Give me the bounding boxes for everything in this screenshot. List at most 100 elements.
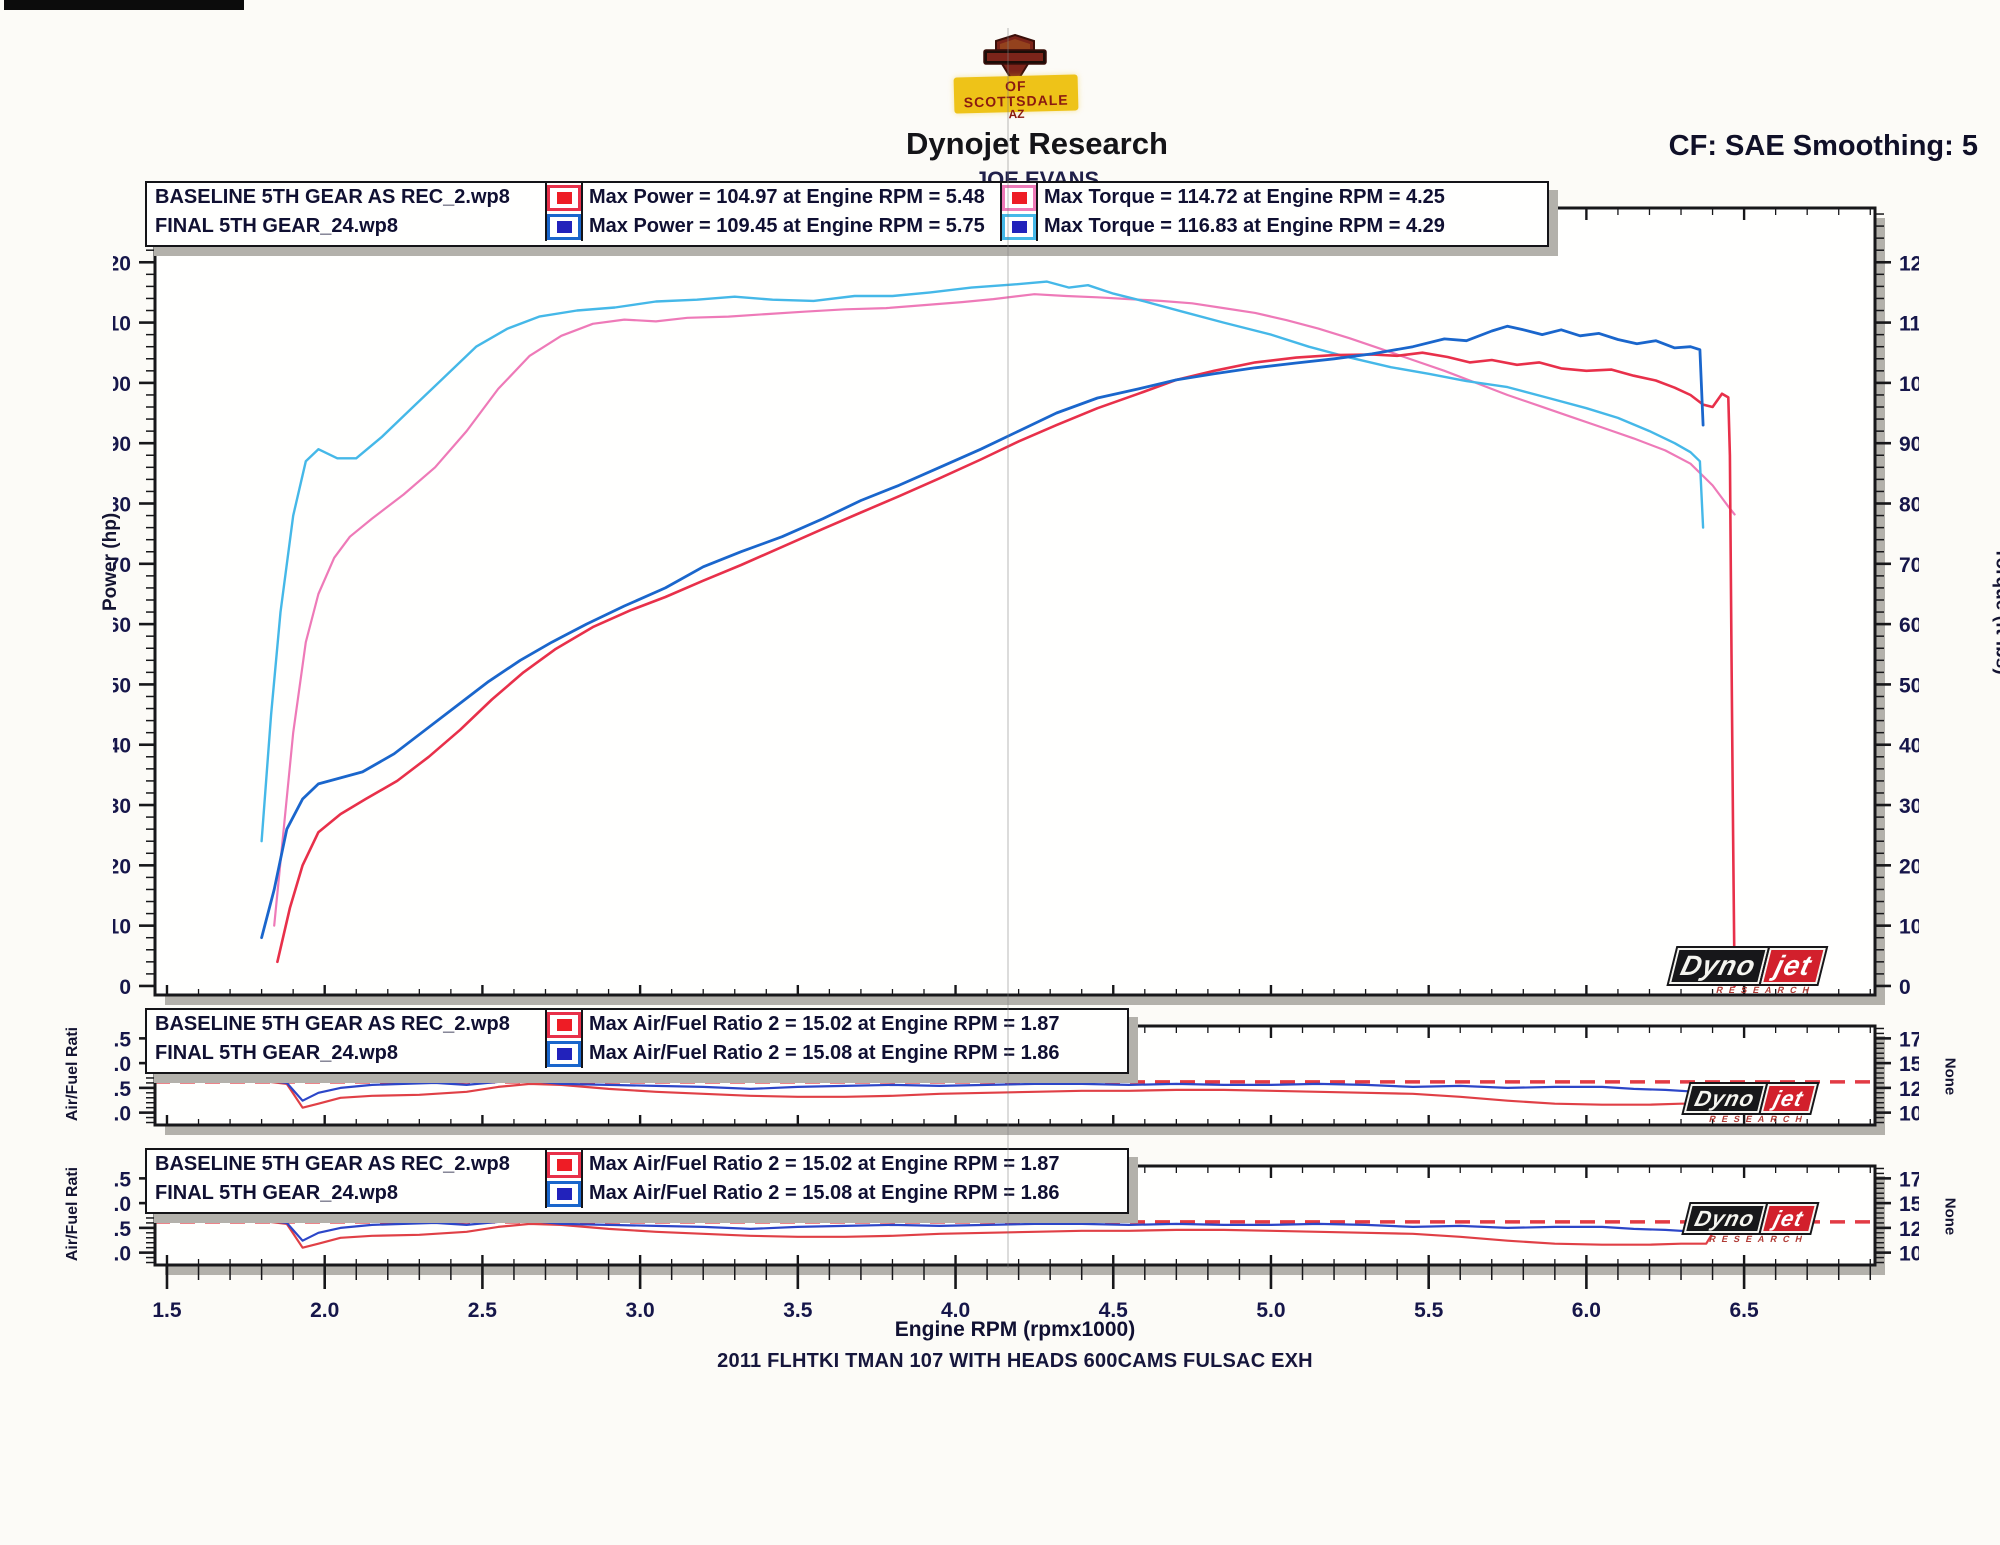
y-tick-label-right: 120 — [1899, 252, 1919, 275]
legend-run-name: BASELINE 5TH GEAR AS REC_2.wp8 — [155, 1153, 510, 1175]
swatch-icon — [547, 1011, 581, 1038]
series-group — [260, 1218, 1730, 1249]
y-tick-label-right: 60 — [1899, 614, 1919, 637]
y-tick-label-right: 17.5 — [1899, 1028, 1919, 1051]
x-tick-label: 6.5 — [1729, 1299, 1759, 1322]
dynojet-logo-jet: jet — [1758, 1082, 1819, 1115]
y-tick-label-left: 90 — [113, 433, 131, 456]
series-baseline-afr-2 — [260, 1219, 1721, 1249]
legend-max-afr-baseline: Max Air/Fuel Ratio 2 = 15.02 at Engine R… — [589, 1153, 1060, 1175]
dynojet-watermark-afr2: Dyno jet RESEARCH — [1681, 1202, 1819, 1244]
y-tick-label-right: 10 — [1899, 916, 1919, 939]
legend-run-name: FINAL 5TH GEAR_24.wp8 — [155, 1182, 399, 1204]
y-tick-label-right: 20 — [1899, 855, 1919, 878]
dynojet-logo-dyno: Dyno — [1681, 1082, 1769, 1115]
x-axis-title: Engine RPM (rpmx1000) — [894, 1318, 1136, 1341]
x-tick-label: 2.0 — [310, 1299, 339, 1322]
y-tick-label-right: 50 — [1899, 674, 1919, 697]
dealer-banner: OF SCOTTSDALE AZ — [953, 74, 1079, 122]
swatch-icon — [547, 213, 581, 240]
series-final-power — [260, 324, 1705, 940]
y-tick-label-left: 120 — [113, 252, 131, 275]
series-final-afr — [260, 1078, 1730, 1102]
swatch-icon — [547, 1180, 581, 1207]
x-tick-label: 2.5 — [468, 1299, 498, 1322]
torque-axis-title: Torque (ft-lbs) — [1991, 547, 2000, 675]
dynojet-logo-research: RESEARCH — [1708, 1234, 1810, 1244]
series-baseline-afr — [260, 1079, 1721, 1109]
legend-max-torque-baseline: Max Torque = 114.72 at Engine RPM = 4.25 — [1044, 186, 1445, 208]
plot-area — [155, 208, 1875, 995]
legend-run-name: FINAL 5TH GEAR_24.wp8 — [155, 1042, 399, 1064]
dynojet-logo-dyno: Dyno — [1666, 946, 1771, 986]
y-tick-label-left: 0 — [119, 976, 131, 999]
dynojet-watermark-main: Dyno jet RESEARCH — [1666, 946, 1828, 995]
legend-max-power-baseline: Max Power = 104.97 at Engine RPM = 5.48 — [589, 186, 985, 208]
x-tick-label: 4.5 — [1099, 1299, 1129, 1322]
legend-run-name: BASELINE 5TH GEAR AS REC_2.wp8 — [155, 186, 510, 208]
y-tick-label-left: 20 — [113, 855, 131, 878]
y-tick-label-right: 10.0 — [1899, 1243, 1919, 1266]
legend-torque-swatch-baseline — [1000, 183, 1038, 212]
y-tick-label-right: 0 — [1899, 976, 1911, 999]
legend-power-swatch-baseline — [545, 183, 583, 212]
series-final-afr-2 — [260, 1218, 1730, 1242]
y-tick-label-right: 80 — [1899, 494, 1919, 517]
bar-and-shield-icon — [983, 34, 1047, 86]
y-tick-label-right: 90 — [1899, 433, 1919, 456]
afr1-axis-title: Air/Fuel Rati — [64, 1026, 81, 1122]
afr-swatch-final — [545, 1179, 583, 1208]
smoothing-setting: CF: SAE Smoothing: 5 — [1668, 130, 1978, 162]
dynojet-logo-research: RESEARCH — [1715, 985, 1817, 995]
x-tick-label: 6.0 — [1572, 1299, 1601, 1322]
afr1-legend: BASELINE 5TH GEAR AS REC_2.wp8 Max Air/F… — [145, 1008, 1129, 1074]
y-tick-label-right: 15.0 — [1899, 1193, 1919, 1216]
dynojet-watermark-afr1: Dyno jet RESEARCH — [1681, 1082, 1819, 1124]
y-tick-label-left: 40 — [113, 735, 131, 758]
legend-max-torque-final: Max Torque = 116.83 at Engine RPM = 4.29 — [1044, 215, 1445, 237]
y-tick-label-left: 10 — [113, 916, 131, 939]
afr2-axis-title: Air/Fuel Rati — [64, 1166, 81, 1262]
y-tick-labels: 0 0 10 10 20 20 30 30 40 40 50 50 60 60 70 70 80 80 90 90 10… — [113, 252, 1919, 999]
afr-swatch-baseline — [545, 1010, 583, 1039]
y-tick-label-left: 100 — [113, 373, 131, 396]
y-ticks — [139, 213, 1891, 988]
y-tick-label-left: 10.0 — [113, 1103, 131, 1126]
y-tick-label-left: 110 — [113, 313, 131, 336]
afr-swatch-baseline — [545, 1150, 583, 1179]
y-tick-label-left: 50 — [113, 674, 131, 697]
x-tick-label: 1.5 — [152, 1299, 182, 1322]
y-tick-label-left: 30 — [113, 795, 131, 818]
y-tick-label-left: 80 — [113, 494, 131, 517]
x-tick-label: 4.0 — [941, 1299, 970, 1322]
dynojet-logo-dyno: Dyno — [1681, 1202, 1769, 1235]
x-tick-label: 3.0 — [626, 1299, 655, 1322]
legend-max-power-final: Max Power = 109.45 at Engine RPM = 5.75 — [589, 215, 985, 237]
x-tick-label: 5.5 — [1414, 1299, 1444, 1322]
y-tick-label-right: 70 — [1899, 554, 1919, 577]
y-tick-label-right: 10.0 — [1899, 1103, 1919, 1126]
y-tick-labels: 10.010.012.512.515.015.017.517.5 — [113, 1028, 1919, 1125]
legend-max-afr-final: Max Air/Fuel Ratio 2 = 15.08 at Engine R… — [589, 1182, 1060, 1204]
y-tick-label-left: 15.0 — [113, 1053, 131, 1076]
dynojet-logo-jet: jet — [1758, 946, 1828, 986]
dealer-line1: OF SCOTTSDALE — [963, 77, 1069, 111]
series-baseline-torque — [273, 293, 1736, 927]
y-tick-label-left: 15.0 — [113, 1193, 131, 1216]
power-axis-title: Power (hp) — [100, 512, 122, 611]
y-tick-label-left: 12.5 — [113, 1078, 131, 1101]
dynojet-logo-jet: jet — [1758, 1202, 1819, 1235]
x-tick-labels: 1.5 2.0 2.5 3.0 3.5 4.0 4.5 5.0 5.5 6.0 6.5 — [152, 1299, 1759, 1322]
series-group — [260, 280, 1736, 988]
harley-davidson-dealer-logo: OF SCOTTSDALE AZ — [948, 32, 1084, 122]
run-caption: 2011 FLHTKI TMAN 107 WITH HEADS 600CAMS … — [717, 1350, 1313, 1372]
legend-power-swatch-final — [545, 212, 583, 241]
paper-crease-line — [1007, 28, 1009, 1268]
afr1-right-axis-title: None — [1941, 1057, 1959, 1096]
y-tick-label-left: 70 — [113, 554, 131, 577]
y-tick-label-right: 40 — [1899, 735, 1919, 758]
y-tick-label-right: 12.5 — [1899, 1218, 1919, 1241]
legend-run-name: BASELINE 5TH GEAR AS REC_2.wp8 — [155, 1013, 510, 1035]
y-tick-label-right: 15.0 — [1899, 1053, 1919, 1076]
legend-torque-swatch-final — [1000, 212, 1038, 241]
